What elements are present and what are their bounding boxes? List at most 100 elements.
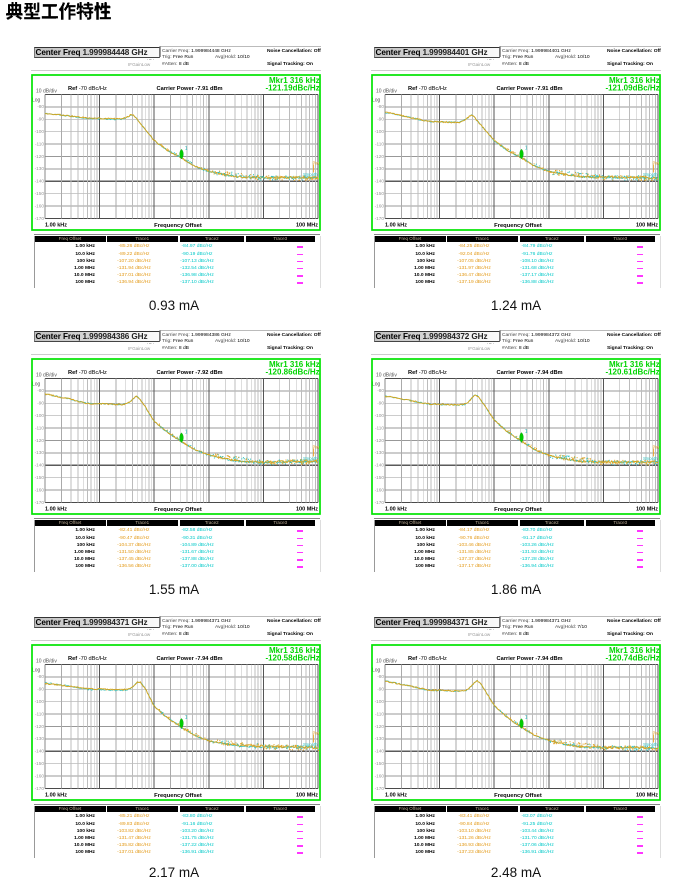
svg-text:-100: -100 [35, 129, 45, 134]
svg-text:Ref -70 dBc/Hz: Ref -70 dBc/Hz [408, 656, 447, 662]
svg-text:Carrier Power -7.92 dBm: Carrier Power -7.92 dBm [157, 370, 223, 376]
svg-text:1: 1 [185, 145, 188, 151]
svg-text:-130: -130 [35, 450, 45, 455]
svg-text:-120.86dBc/Hz: -120.86dBc/Hz [265, 367, 319, 376]
svg-text:-100: -100 [375, 699, 385, 704]
svg-text:1.00 kHz: 1.00 kHz [45, 792, 67, 798]
svg-text:Smooth: Smooth [643, 456, 658, 461]
svg-text:Log: Log [32, 97, 41, 103]
svg-text:100 MHz: 100 MHz [636, 222, 658, 228]
svg-text:-110: -110 [375, 141, 384, 146]
svg-text:Frequency Offset: Frequency Offset [154, 792, 202, 798]
svg-text:-80: -80 [377, 388, 384, 393]
svg-text:Pav: Pav [653, 444, 661, 449]
svg-text:Mkr1 316 kHz: Mkr1 316 kHz [609, 645, 660, 654]
svg-text:Frequency Offset: Frequency Offset [154, 506, 202, 512]
svg-text:-120.58dBc/Hz: -120.58dBc/Hz [265, 653, 319, 662]
svg-text:Log: Log [372, 381, 381, 387]
svg-text:Frequency Offset: Frequency Offset [494, 506, 542, 512]
svg-text:-90: -90 [377, 686, 384, 691]
svg-text:1: 1 [525, 145, 528, 151]
svg-text:-110: -110 [375, 425, 384, 430]
svg-text:Ref -70 dBc/Hz: Ref -70 dBc/Hz [408, 370, 447, 376]
svg-text:100 MHz: 100 MHz [636, 792, 658, 798]
svg-text:-100: -100 [35, 699, 45, 704]
svg-text:-160: -160 [375, 203, 385, 208]
svg-text:Smooth: Smooth [643, 742, 658, 747]
svg-text:-140: -140 [35, 178, 45, 183]
svg-text:100 MHz: 100 MHz [296, 506, 318, 512]
svg-text:Log: Log [32, 381, 41, 387]
svg-text:-90: -90 [377, 116, 384, 121]
svg-text:1: 1 [525, 429, 528, 435]
svg-text:-90: -90 [377, 400, 384, 405]
svg-text:-100: -100 [375, 413, 385, 418]
svg-text:-80: -80 [377, 674, 384, 679]
svg-text:Log: Log [32, 667, 41, 673]
svg-text:Smooth: Smooth [303, 456, 318, 461]
svg-text:-160: -160 [35, 203, 45, 208]
svg-text:Mkr1 316 kHz: Mkr1 316 kHz [269, 645, 320, 654]
svg-text:Ref -70 dBc/Hz: Ref -70 dBc/Hz [408, 86, 447, 92]
svg-text:Smooth: Smooth [303, 742, 318, 747]
svg-text:-120: -120 [35, 723, 45, 728]
svg-text:-110: -110 [35, 711, 44, 716]
svg-text:-130: -130 [375, 736, 385, 741]
svg-text:10 dB/div: 10 dB/div [36, 372, 57, 378]
svg-text:Ref -70 dBc/Hz: Ref -70 dBc/Hz [68, 656, 107, 662]
svg-text:-160: -160 [375, 773, 385, 778]
svg-text:-170: -170 [375, 215, 385, 220]
svg-text:-150: -150 [375, 475, 385, 480]
svg-text:-140: -140 [35, 748, 45, 753]
svg-text:-110: -110 [35, 141, 44, 146]
svg-text:1: 1 [185, 429, 188, 435]
svg-text:1.00 kHz: 1.00 kHz [45, 506, 67, 512]
svg-text:-90: -90 [37, 686, 44, 691]
svg-text:-120: -120 [35, 153, 45, 158]
svg-text:Ref -70 dBc/Hz: Ref -70 dBc/Hz [68, 86, 107, 92]
svg-text:-170: -170 [375, 499, 385, 504]
svg-text:100 MHz: 100 MHz [636, 506, 658, 512]
svg-text:-110: -110 [375, 711, 384, 716]
svg-text:-160: -160 [35, 773, 45, 778]
svg-text:-121.09dBc/Hz: -121.09dBc/Hz [605, 83, 659, 92]
svg-text:-130: -130 [35, 166, 45, 171]
svg-text:-80: -80 [37, 104, 44, 109]
svg-text:-120: -120 [35, 437, 45, 442]
svg-text:1.00 kHz: 1.00 kHz [45, 222, 67, 228]
svg-text:-120.74dBc/Hz: -120.74dBc/Hz [605, 653, 659, 662]
svg-text:-121.19dBc/Hz: -121.19dBc/Hz [265, 83, 319, 92]
svg-text:Pav: Pav [653, 160, 661, 165]
svg-text:Mkr1 316 kHz: Mkr1 316 kHz [269, 359, 320, 368]
svg-text:-170: -170 [375, 785, 385, 790]
svg-text:-160: -160 [375, 487, 385, 492]
svg-text:-80: -80 [37, 388, 44, 393]
svg-text:-120.61dBc/Hz: -120.61dBc/Hz [605, 367, 659, 376]
svg-text:-120: -120 [375, 723, 385, 728]
svg-text:-140: -140 [375, 462, 385, 467]
svg-text:-170: -170 [35, 215, 45, 220]
svg-text:1.00 kHz: 1.00 kHz [385, 222, 407, 228]
svg-text:-110: -110 [35, 425, 44, 430]
svg-text:Smooth: Smooth [643, 172, 658, 177]
svg-text:Frequency Offset: Frequency Offset [154, 222, 202, 228]
svg-text:10 dB/div: 10 dB/div [376, 88, 397, 94]
svg-text:Mkr1 316 kHz: Mkr1 316 kHz [609, 359, 660, 368]
svg-text:Frequency Offset: Frequency Offset [494, 792, 542, 798]
svg-text:-120: -120 [375, 153, 385, 158]
svg-text:-140: -140 [375, 748, 385, 753]
svg-text:Ref -70 dBc/Hz: Ref -70 dBc/Hz [68, 370, 107, 376]
svg-text:1.00 kHz: 1.00 kHz [385, 792, 407, 798]
svg-text:-130: -130 [375, 450, 385, 455]
svg-text:Carrier Power -7.91 dBm: Carrier Power -7.91 dBm [497, 86, 563, 92]
svg-text:-150: -150 [35, 191, 45, 196]
svg-text:-170: -170 [35, 499, 45, 504]
svg-text:Carrier Power -7.91 dBm: Carrier Power -7.91 dBm [157, 86, 223, 92]
svg-text:-90: -90 [37, 400, 44, 405]
svg-text:-100: -100 [375, 129, 385, 134]
svg-text:-130: -130 [375, 166, 385, 171]
svg-text:Carrier Power -7.94 dBm: Carrier Power -7.94 dBm [497, 370, 563, 376]
svg-text:-150: -150 [35, 761, 45, 766]
svg-text:-80: -80 [377, 104, 384, 109]
svg-text:Pav: Pav [313, 160, 321, 165]
